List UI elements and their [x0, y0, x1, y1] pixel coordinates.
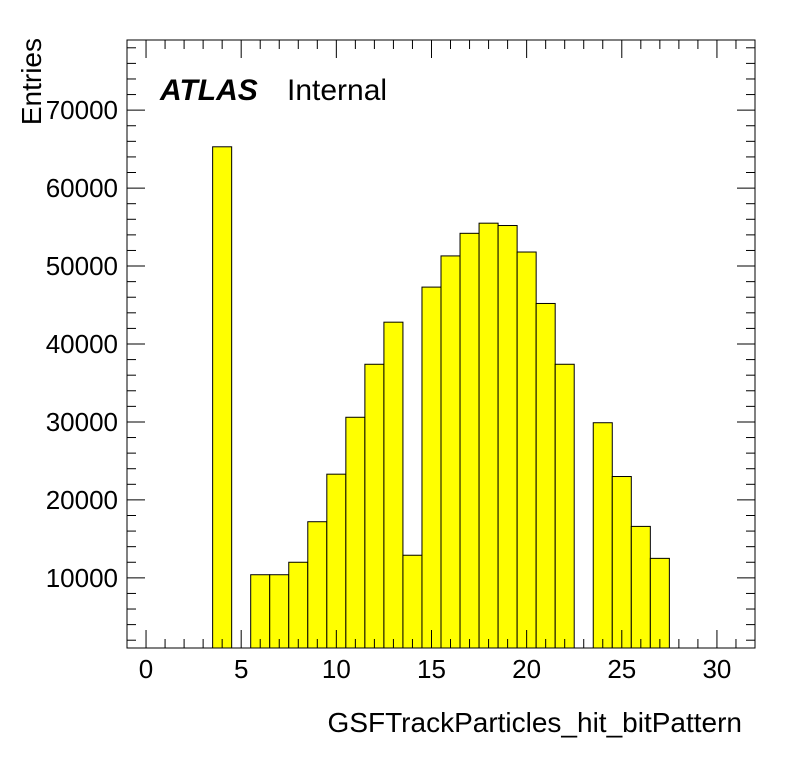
x-tick-label: 30 [702, 654, 731, 684]
histogram-bar [345, 416, 366, 649]
x-tick-label: 20 [512, 654, 541, 684]
ticks-layer [126, 40, 756, 648]
histogram-bar [516, 251, 537, 649]
histogram-bar [459, 232, 480, 649]
y-tick-label: 70000 [46, 95, 118, 125]
atlas-status-label: Internal [287, 74, 387, 107]
histogram-bar [402, 554, 423, 649]
x-tick-label: 5 [234, 654, 248, 684]
histogram-bar [497, 225, 518, 649]
atlas-label: ATLAS [159, 74, 258, 107]
y-axis-title: Entries [16, 38, 47, 125]
histogram-bar [250, 574, 271, 649]
histogram-bar [307, 521, 328, 649]
histogram-bar [554, 363, 575, 649]
histogram-bar [535, 302, 556, 649]
histogram-bar [478, 222, 499, 649]
y-tick-label: 20000 [46, 485, 118, 515]
y-tick-label: 30000 [46, 407, 118, 437]
x-axis-title: GSFTrackParticles_hit_bitPattern [328, 707, 742, 738]
histogram-bar [649, 557, 670, 649]
histogram-bar [288, 561, 309, 649]
x-tick-label: 10 [322, 654, 351, 684]
histogram-bar [326, 473, 347, 649]
histogram-bar [421, 286, 442, 649]
x-tick-label: 25 [607, 654, 636, 684]
histogram-bar [440, 255, 461, 649]
histogram-bar [630, 525, 651, 649]
x-tick-label: 15 [417, 654, 446, 684]
tick-labels-layer: 0 5 10 15 20 25 30 10000 20000 30000 40000 50000 600… [46, 95, 732, 684]
y-tick-label: 10000 [46, 563, 118, 593]
histogram-bar [383, 321, 404, 649]
histogram-bar [269, 574, 290, 649]
bars-layer [212, 146, 670, 649]
histogram-bar [611, 476, 632, 649]
x-tick-label: 0 [139, 654, 153, 684]
histogram-bar [592, 422, 613, 649]
y-tick-label: 50000 [46, 251, 118, 281]
histogram-bar [212, 146, 233, 649]
y-tick-label: 60000 [46, 173, 118, 203]
y-tick-label: 40000 [46, 329, 118, 359]
histogram-bar [364, 363, 385, 649]
